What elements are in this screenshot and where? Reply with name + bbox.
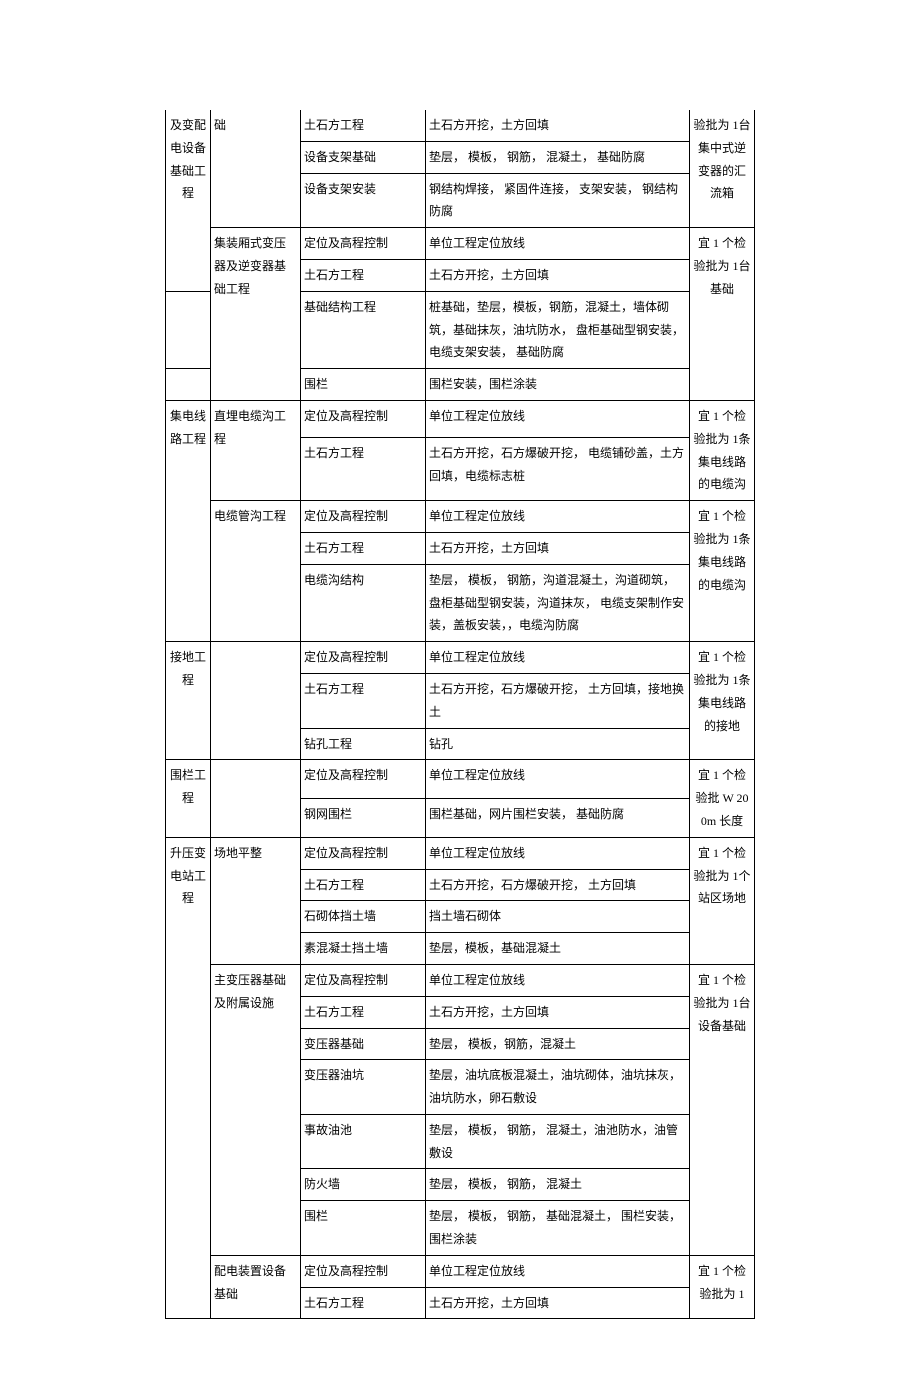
col-subsection: 电缆管沟工程 xyxy=(211,501,301,642)
col-subsection: 配电装置设备基础 xyxy=(211,1255,301,1319)
col-subsection xyxy=(211,760,301,837)
col-item: 土石方工程 xyxy=(301,869,426,901)
col-subsection: 础 xyxy=(211,110,301,228)
col-item: 定位及高程控制 xyxy=(301,501,426,533)
col-item: 素混凝土挡土墙 xyxy=(301,933,426,965)
col-item: 事故油池 xyxy=(301,1114,426,1169)
col-item: 防火墙 xyxy=(301,1169,426,1201)
col-item: 定位及高程控制 xyxy=(301,228,426,260)
table-row: 及变配电设备基础工程础土石方工程土石方开挖，土方回填验批为 1台集中式逆变器的汇… xyxy=(166,110,755,141)
col-note: 验批为 1台集中式逆变器的汇流箱 xyxy=(690,110,755,228)
col-content: 单位工程定位放线 xyxy=(426,400,690,437)
col-content: 土石方开挖，土方回填 xyxy=(426,259,690,291)
col-item: 定位及高程控制 xyxy=(301,964,426,996)
col-item: 钻孔工程 xyxy=(301,728,426,760)
col-content: 垫层，模板，基础混凝土 xyxy=(426,933,690,965)
col-note: 宜 1 个检验批为 1条集电线路的电缆沟 xyxy=(690,400,755,500)
col-content: 土石方开挖，石方爆破开挖， 土方回填，接地换土 xyxy=(426,673,690,728)
col-item: 钢网围栏 xyxy=(301,799,426,838)
col-content: 围栏基础，网片围栏安装， 基础防腐 xyxy=(426,799,690,838)
col-item: 土石方工程 xyxy=(301,673,426,728)
table-row: 围栏工程定位及高程控制单位工程定位放线宜 1 个检验批 W 200m 长度 xyxy=(166,760,755,799)
col-section xyxy=(166,291,211,368)
col-item: 定位及高程控制 xyxy=(301,400,426,437)
col-content: 垫层，油坑底板混凝土，油坑砌体，油坑抹灰，油坑防水，卵石敷设 xyxy=(426,1060,690,1115)
col-item: 变压器基础 xyxy=(301,1028,426,1060)
col-item: 变压器油坑 xyxy=(301,1060,426,1115)
col-content: 单位工程定位放线 xyxy=(426,228,690,260)
col-content: 单位工程定位放线 xyxy=(426,964,690,996)
col-note: 宜 1 个检验批为 1条集电线路的电缆沟 xyxy=(690,501,755,642)
col-content: 单位工程定位放线 xyxy=(426,837,690,869)
col-content: 垫层， 模板， 钢筋， 基础混凝土， 围栏安装， 围栏涂装 xyxy=(426,1201,690,1256)
table-row: 集电线路工程直埋电缆沟工程定位及高程控制单位工程定位放线宜 1 个检验批为 1条… xyxy=(166,400,755,437)
col-item: 设备支架基础 xyxy=(301,141,426,173)
col-subsection xyxy=(211,642,301,760)
col-item: 土石方工程 xyxy=(301,1287,426,1319)
col-section: 围栏工程 xyxy=(166,760,211,837)
col-note: 宜 1 个检验批为 1台基础 xyxy=(690,228,755,401)
col-content: 土石方开挖，土方回填 xyxy=(426,532,690,564)
col-item: 土石方工程 xyxy=(301,259,426,291)
col-subsection: 场地平整 xyxy=(211,837,301,964)
col-content: 单位工程定位放线 xyxy=(426,642,690,674)
col-content: 土石方开挖，土方回填 xyxy=(426,1287,690,1319)
col-content: 桩基础，垫层，模板，钢筋，混凝土，墙体砌筑，基础抹灰，油坑防水， 盘柜基础型钢安… xyxy=(426,291,690,368)
col-note: 宜 1 个检验批为 1台设备基础 xyxy=(690,964,755,1255)
col-content: 钻孔 xyxy=(426,728,690,760)
construction-inspection-table: 及变配电设备基础工程础土石方工程土石方开挖，土方回填验批为 1台集中式逆变器的汇… xyxy=(165,110,755,1319)
col-note: 宜 1 个检验批为 1条集电线路的接地 xyxy=(690,642,755,760)
col-content: 单位工程定位放线 xyxy=(426,760,690,799)
col-section xyxy=(166,369,211,401)
col-content: 垫层， 模板， 钢筋，沟道混凝土，沟道砌筑， 盘柜基础型钢安装，沟道抹灰， 电缆… xyxy=(426,564,690,641)
table-row: 升压变电站工程场地平整定位及高程控制单位工程定位放线宜 1 个检验批为 1个站区… xyxy=(166,837,755,869)
col-subsection: 主变压器基础及附属设施 xyxy=(211,964,301,1255)
col-content: 垫层， 模板， 钢筋， 混凝土， 基础防腐 xyxy=(426,141,690,173)
col-item: 定位及高程控制 xyxy=(301,1255,426,1287)
table-row: 集装厢式变压器及逆变器基础工程定位及高程控制单位工程定位放线宜 1 个检验批为 … xyxy=(166,228,755,260)
col-note: 宜 1 个检验批为 1 xyxy=(690,1255,755,1319)
col-item: 石砌体挡土墙 xyxy=(301,901,426,933)
col-item: 设备支架安装 xyxy=(301,173,426,228)
col-item: 定位及高程控制 xyxy=(301,837,426,869)
col-item: 基础结构工程 xyxy=(301,291,426,368)
col-content: 垫层， 模板， 钢筋， 混凝土 xyxy=(426,1169,690,1201)
col-content: 土石方开挖，石方爆破开挖， 电缆铺砂盖，土方回填，电缆标志桩 xyxy=(426,437,690,500)
col-note: 宜 1 个检验批为 1个站区场地 xyxy=(690,837,755,964)
col-item: 土石方工程 xyxy=(301,110,426,141)
col-section: 接地工程 xyxy=(166,642,211,760)
col-content: 土石方开挖，土方回填 xyxy=(426,110,690,141)
table-row: 主变压器基础及附属设施定位及高程控制单位工程定位放线宜 1 个检验批为 1台设备… xyxy=(166,964,755,996)
col-content: 垫层， 模板， 钢筋， 混凝土，油池防水，油管敷设 xyxy=(426,1114,690,1169)
col-subsection: 集装厢式变压器及逆变器基础工程 xyxy=(211,228,301,401)
col-item: 定位及高程控制 xyxy=(301,642,426,674)
col-section: 集电线路工程 xyxy=(166,400,211,641)
col-item: 围栏 xyxy=(301,369,426,401)
col-item: 电缆沟结构 xyxy=(301,564,426,641)
col-item: 定位及高程控制 xyxy=(301,760,426,799)
col-subsection: 直埋电缆沟工程 xyxy=(211,400,301,500)
col-content: 单位工程定位放线 xyxy=(426,1255,690,1287)
col-item: 围栏 xyxy=(301,1201,426,1256)
col-section: 及变配电设备基础工程 xyxy=(166,110,211,291)
col-content: 土石方开挖，石方爆破开挖， 土方回填 xyxy=(426,869,690,901)
col-section: 升压变电站工程 xyxy=(166,837,211,1319)
table-row: 接地工程定位及高程控制单位工程定位放线宜 1 个检验批为 1条集电线路的接地 xyxy=(166,642,755,674)
col-content: 垫层， 模板，钢筋，混凝土 xyxy=(426,1028,690,1060)
col-content: 单位工程定位放线 xyxy=(426,501,690,533)
col-item: 土石方工程 xyxy=(301,437,426,500)
col-content: 挡土墙石砌体 xyxy=(426,901,690,933)
table-row: 电缆管沟工程定位及高程控制单位工程定位放线宜 1 个检验批为 1条集电线路的电缆… xyxy=(166,501,755,533)
col-content: 钢结构焊接， 紧固件连接， 支架安装， 钢结构防腐 xyxy=(426,173,690,228)
col-note: 宜 1 个检验批 W 200m 长度 xyxy=(690,760,755,837)
table-row: 配电装置设备基础定位及高程控制单位工程定位放线宜 1 个检验批为 1 xyxy=(166,1255,755,1287)
col-content: 围栏安装，围栏涂装 xyxy=(426,369,690,401)
col-content: 土石方开挖，土方回填 xyxy=(426,996,690,1028)
col-item: 土石方工程 xyxy=(301,996,426,1028)
col-item: 土石方工程 xyxy=(301,532,426,564)
